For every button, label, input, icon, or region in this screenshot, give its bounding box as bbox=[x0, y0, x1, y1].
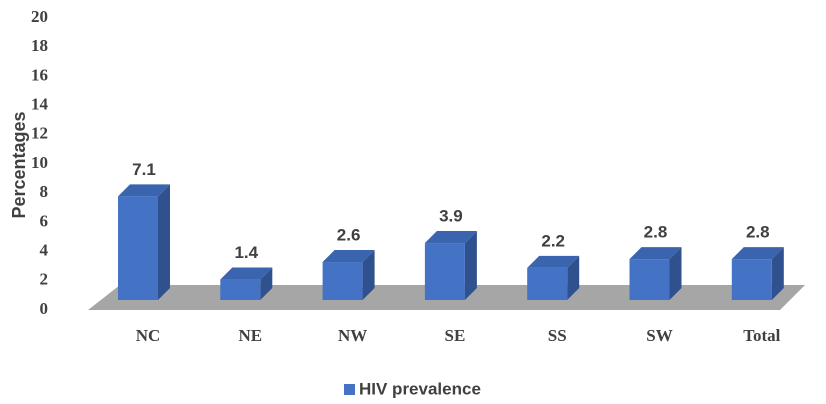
bar-front bbox=[322, 262, 363, 300]
y-tick-label: 20 bbox=[31, 7, 48, 26]
bar-side bbox=[669, 247, 682, 300]
legend-swatch bbox=[344, 384, 355, 395]
bar bbox=[629, 247, 682, 300]
bar-front bbox=[424, 243, 465, 300]
x-tick-label: NC bbox=[136, 326, 161, 345]
y-tick-label: 0 bbox=[40, 299, 49, 318]
y-axis-title: Percentages bbox=[9, 111, 29, 218]
value-label: 7.1 bbox=[132, 160, 156, 179]
y-tick-label: 2 bbox=[40, 270, 49, 289]
bar-front bbox=[629, 259, 670, 300]
bar-side bbox=[260, 267, 273, 300]
bar-top bbox=[322, 250, 375, 263]
bar bbox=[220, 267, 273, 300]
y-tick-label: 10 bbox=[31, 153, 48, 172]
bar-top bbox=[629, 247, 682, 260]
y-tick-label: 18 bbox=[31, 36, 48, 55]
legend-label: HIV prevalence bbox=[359, 379, 481, 398]
bar bbox=[424, 231, 477, 300]
bar-top bbox=[424, 231, 477, 244]
x-tick-label: SW bbox=[646, 326, 672, 345]
y-tick-label: 4 bbox=[40, 241, 49, 260]
bar-side bbox=[567, 255, 580, 300]
y-tick-label: 14 bbox=[31, 95, 49, 114]
value-label: 2.2 bbox=[541, 231, 565, 250]
x-tick-label: SE bbox=[445, 326, 466, 345]
bar-top bbox=[118, 184, 170, 197]
x-tick-label: NE bbox=[238, 326, 262, 345]
y-tick-label: 16 bbox=[31, 65, 48, 84]
y-tick-label: 8 bbox=[40, 182, 49, 201]
bar-side bbox=[771, 247, 784, 300]
bar-side bbox=[464, 231, 477, 300]
bar bbox=[118, 184, 170, 300]
value-label: 2.8 bbox=[746, 223, 770, 242]
bar-top bbox=[220, 267, 273, 280]
bar-side bbox=[362, 250, 375, 300]
bar-front bbox=[731, 259, 772, 300]
x-tick-label: NW bbox=[338, 326, 367, 345]
bar bbox=[731, 247, 784, 300]
bar-front bbox=[118, 196, 158, 300]
bar-front bbox=[220, 279, 261, 300]
x-tick-label: SS bbox=[548, 326, 567, 345]
bar-top bbox=[527, 255, 580, 268]
bar bbox=[527, 255, 580, 300]
value-label: 2.8 bbox=[644, 223, 668, 242]
y-tick-label: 6 bbox=[40, 211, 49, 230]
value-label: 3.9 bbox=[439, 207, 463, 226]
bar-side bbox=[158, 184, 170, 300]
value-label: 2.6 bbox=[337, 226, 361, 245]
bar bbox=[322, 250, 375, 300]
x-tick-label: Total bbox=[743, 326, 780, 345]
value-label: 1.4 bbox=[234, 243, 258, 262]
bar-top bbox=[731, 247, 784, 260]
y-tick-label: 12 bbox=[31, 124, 48, 143]
bar-front bbox=[527, 267, 568, 300]
